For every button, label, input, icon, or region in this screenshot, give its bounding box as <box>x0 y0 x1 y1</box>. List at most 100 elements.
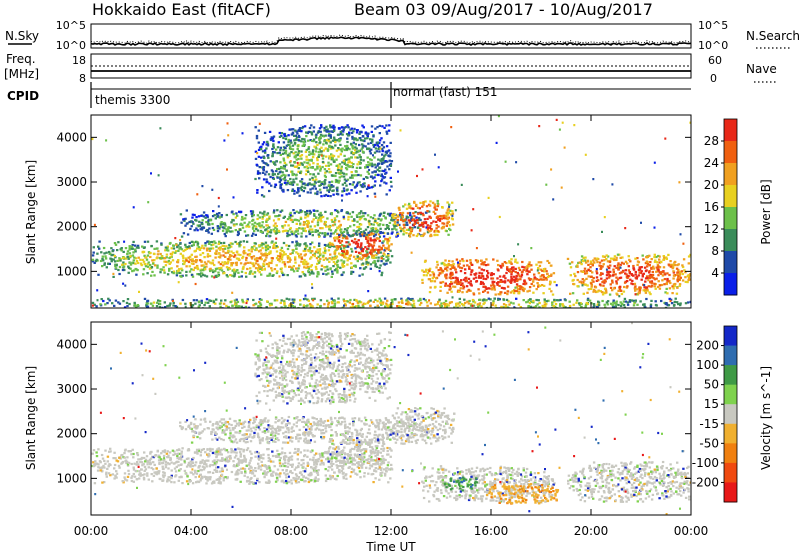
data-cell-3-193 <box>425 205 429 208</box>
data-cell-4-145 <box>308 126 312 130</box>
data-cell-4-233 <box>320 181 324 184</box>
data-cell-7-190 <box>258 301 261 304</box>
data-cell-0-679 <box>334 255 337 258</box>
data-cell-7-703 <box>561 304 565 307</box>
data-cell-7-667 <box>252 304 255 307</box>
data-cell-5-148 <box>441 271 444 274</box>
data-cell-1-136 <box>352 255 356 258</box>
data-cell-0-764 <box>283 261 286 264</box>
data-cell-5-360 <box>454 279 458 282</box>
data-cell-2-150 <box>359 235 362 238</box>
data-cell-4-1075 <box>319 167 322 170</box>
data-cell-4-710 <box>296 147 299 151</box>
data-cell-2-182 <box>401 214 404 217</box>
data-cell-0-116 <box>194 464 197 467</box>
data-cell-6-496 <box>583 259 587 262</box>
data-cell-0-106 <box>143 263 146 266</box>
data-cell-6-473 <box>601 293 605 296</box>
data-cell-0-1043 <box>350 270 353 273</box>
data-cell-0-581 <box>382 240 385 243</box>
data-cell-7-714 <box>293 298 296 301</box>
data-cell-4-844 <box>289 139 292 142</box>
data-cell-7-568 <box>327 303 330 306</box>
data-cell-7-334 <box>169 302 172 305</box>
data-cell-7-606 <box>487 297 490 300</box>
data-cell-4-658 <box>286 182 289 185</box>
data-cell-0-333 <box>146 240 150 243</box>
data-cell-1-146 <box>387 254 390 257</box>
data-cell-5-380 <box>497 264 500 267</box>
data-cell-1-81 <box>356 242 360 245</box>
data-cell-0-681 <box>159 268 162 271</box>
data-cell-4-1028 <box>382 158 385 162</box>
data-cell-4-168 <box>369 152 372 155</box>
data-cell-0-919 <box>360 248 363 251</box>
data-cell-5-376 <box>535 278 538 281</box>
data-cell-7-48 <box>104 303 107 306</box>
data-cell-2-281 <box>303 227 306 230</box>
data-cell-4-657 <box>331 189 334 192</box>
data-cell-0-218 <box>92 461 95 464</box>
scatter-cell-43 <box>93 223 96 226</box>
data-cell-0-78 <box>281 271 284 274</box>
data-cell-0-957 <box>222 244 226 248</box>
data-cell-0-1082 <box>228 246 231 249</box>
data-cell-0-688 <box>340 259 343 262</box>
data-cell-4-857 <box>280 174 283 177</box>
data-cell-0-186 <box>319 463 322 466</box>
data-cell-2-372 <box>332 232 335 235</box>
data-cell-4-31 <box>346 140 349 144</box>
data-cell-7-650 <box>311 305 314 308</box>
data-cell-0-565 <box>264 252 267 255</box>
data-cell-2-165 <box>318 213 321 216</box>
data-cell-7-519 <box>379 301 382 304</box>
data-cell-4-870 <box>364 166 367 169</box>
data-cell-7-275 <box>258 298 262 301</box>
scatter-cell-80 <box>552 198 555 201</box>
data-cell-7-33 <box>225 304 228 307</box>
data-cell-5-271 <box>448 276 451 279</box>
data-cell-1-143 <box>367 245 370 248</box>
data-cell-5-429 <box>448 288 451 291</box>
data-cell-4-180 <box>324 164 328 167</box>
data-cell-0-181 <box>192 243 195 247</box>
data-cell-4-319 <box>359 137 362 140</box>
data-cell-4-5 <box>346 178 350 181</box>
data-cell-4-573 <box>318 138 321 141</box>
data-cell-0-361 <box>251 262 255 265</box>
data-cell-4-139 <box>254 150 258 153</box>
data-cell-4-78 <box>378 169 381 173</box>
nave-right-tick-top: 60 <box>708 54 722 67</box>
data-cell-5-129 <box>478 274 481 277</box>
data-cell-0-710 <box>248 254 251 257</box>
data-cell-4-698 <box>376 126 379 129</box>
data-cell-7-332 <box>359 306 362 308</box>
data-cell-4-1063 <box>295 191 299 194</box>
data-cell-5-117 <box>484 277 488 281</box>
data-cell-5-437 <box>518 292 521 295</box>
data-cell-0-161 <box>153 259 156 262</box>
data-cell-0-173 <box>266 274 269 277</box>
data-cell-6-536 <box>628 258 631 261</box>
data-cell-6-297 <box>617 289 620 292</box>
data-cell-4-1006 <box>343 126 346 129</box>
data-cell-5-407 <box>503 291 507 294</box>
data-cell-6-3 <box>582 270 586 273</box>
data-cell-2-463 <box>396 231 399 234</box>
data-cell-2-704 <box>261 212 264 215</box>
data-cell-3-183 <box>400 213 404 216</box>
data-cell-0-1189 <box>121 268 125 272</box>
data-cell-2-12 <box>309 231 312 234</box>
data-cell-0-290 <box>343 255 346 259</box>
data-cell-0-696 <box>280 246 284 249</box>
data-cell-0-319 <box>131 270 134 273</box>
data-cell-4-964 <box>329 141 332 144</box>
data-cell-0-650 <box>120 249 123 252</box>
data-cell-7-51 <box>175 305 179 308</box>
data-cell-4-209 <box>262 141 266 144</box>
scatter-cell-147 <box>96 289 99 292</box>
data-cell-4-312 <box>285 163 288 166</box>
data-cell-0-209 <box>106 467 109 470</box>
data-cell-4-790 <box>298 163 301 167</box>
data-cell-2-486 <box>300 235 303 238</box>
